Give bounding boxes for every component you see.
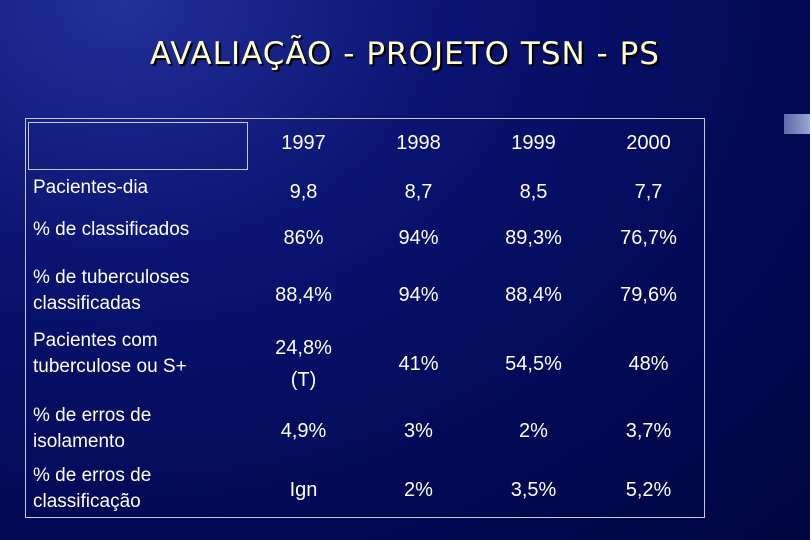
value-cell: 3,5% (476, 461, 591, 519)
value-cell: 41% (361, 326, 476, 401)
column-header: 1997 (246, 119, 361, 167)
text-line: % de classificados (33, 219, 190, 240)
text-line: classificadas (33, 293, 141, 314)
slide-title: AVALIAÇÃO - PROJETO TSN - PS (150, 36, 660, 72)
text-line: 86% (283, 227, 324, 249)
text-line: 2% (404, 479, 433, 501)
row-label: Pacientes com tuberculose ou S+ (26, 328, 246, 403)
text-line: 5,2% (625, 479, 672, 501)
corner-cell (28, 122, 248, 170)
text-line: % de tuberculoses (33, 267, 190, 288)
row-label: % de erros de isolamento (26, 403, 246, 463)
row-label: % de tuberculoses classificadas (26, 265, 246, 328)
text-line: 79,6% (620, 283, 677, 306)
text-line: tuberculose ou S+ (33, 356, 187, 377)
value-cell: 88,4% (246, 263, 361, 326)
text-line: 41% (398, 352, 439, 375)
text-line: 24,8% (275, 336, 332, 359)
text-line: 89,3% (505, 227, 562, 249)
text-line: 48% (628, 352, 669, 375)
text-line: 76,7% (620, 227, 677, 249)
text-line: 1998 (396, 132, 441, 154)
row-label: % de classificados (26, 217, 246, 267)
value-cell: 89,3% (476, 213, 591, 263)
text-line: isolamento (33, 431, 125, 452)
value-cell: 54,5% (476, 326, 591, 401)
value-cell: 9,8 (246, 171, 361, 213)
value-cell: 79,6% (591, 263, 706, 326)
text-line: 7,7 (634, 181, 663, 203)
value-cell: 24,8% (T) (246, 326, 361, 401)
value-cell: Ign (246, 461, 361, 519)
value-cell: 3,7% (591, 401, 706, 461)
text-line: 9,8 (289, 181, 318, 203)
text-line: % de erros de (33, 465, 152, 486)
text-line: 3,5% (510, 479, 557, 501)
value-cell: 5,2% (591, 461, 706, 519)
value-cell: 76,7% (591, 213, 706, 263)
decoration (784, 114, 810, 134)
text-line: 1999 (511, 132, 556, 154)
text-line: 1997 (281, 132, 326, 154)
text-line: Ign (289, 479, 318, 501)
text-line: 2000 (626, 132, 671, 154)
column-header: 1999 (476, 119, 591, 167)
value-cell: 8,7 (361, 171, 476, 213)
value-cell: 8,5 (476, 171, 591, 213)
text-line: Pacientes com (33, 330, 158, 351)
text-line: 3% (404, 420, 433, 442)
value-cell: 4,9% (246, 401, 361, 461)
column-header: 2000 (591, 119, 706, 167)
text-line: Pacientes-dia (33, 177, 149, 198)
value-cell: 94% (361, 213, 476, 263)
text-line: classificação (33, 491, 141, 512)
value-cell: 94% (361, 263, 476, 326)
value-cell: 48% (591, 326, 706, 401)
text-line: 2% (519, 420, 548, 442)
text-line: 88,4% (275, 283, 332, 306)
text-line: % de erros de (33, 405, 152, 426)
value-cell: 86% (246, 213, 361, 263)
row-label: Pacientes-dia (26, 175, 246, 217)
row-label: % de erros de classificação (26, 463, 246, 521)
value-cell: 7,7 (591, 171, 706, 213)
value-cell: 3% (361, 401, 476, 461)
text-line: 8,5 (519, 181, 548, 203)
text-line: 54,5% (505, 352, 562, 375)
text-line: 94% (398, 283, 439, 306)
text-line: 3,7% (625, 420, 672, 442)
text-line: 88,4% (505, 283, 562, 306)
value-cell: 2% (361, 461, 476, 519)
text-line: 8,7 (404, 181, 433, 203)
text-line: 4,9% (280, 420, 327, 442)
value-cell: 2% (476, 401, 591, 461)
text-line: (T) (290, 368, 317, 391)
value-cell: 88,4% (476, 263, 591, 326)
table: 1997 1998 1999 2000 Pacientes-dia 9,8 8,7 8,5 7,… (25, 118, 705, 518)
column-header: 1998 (361, 119, 476, 167)
text-line: 94% (398, 227, 439, 249)
